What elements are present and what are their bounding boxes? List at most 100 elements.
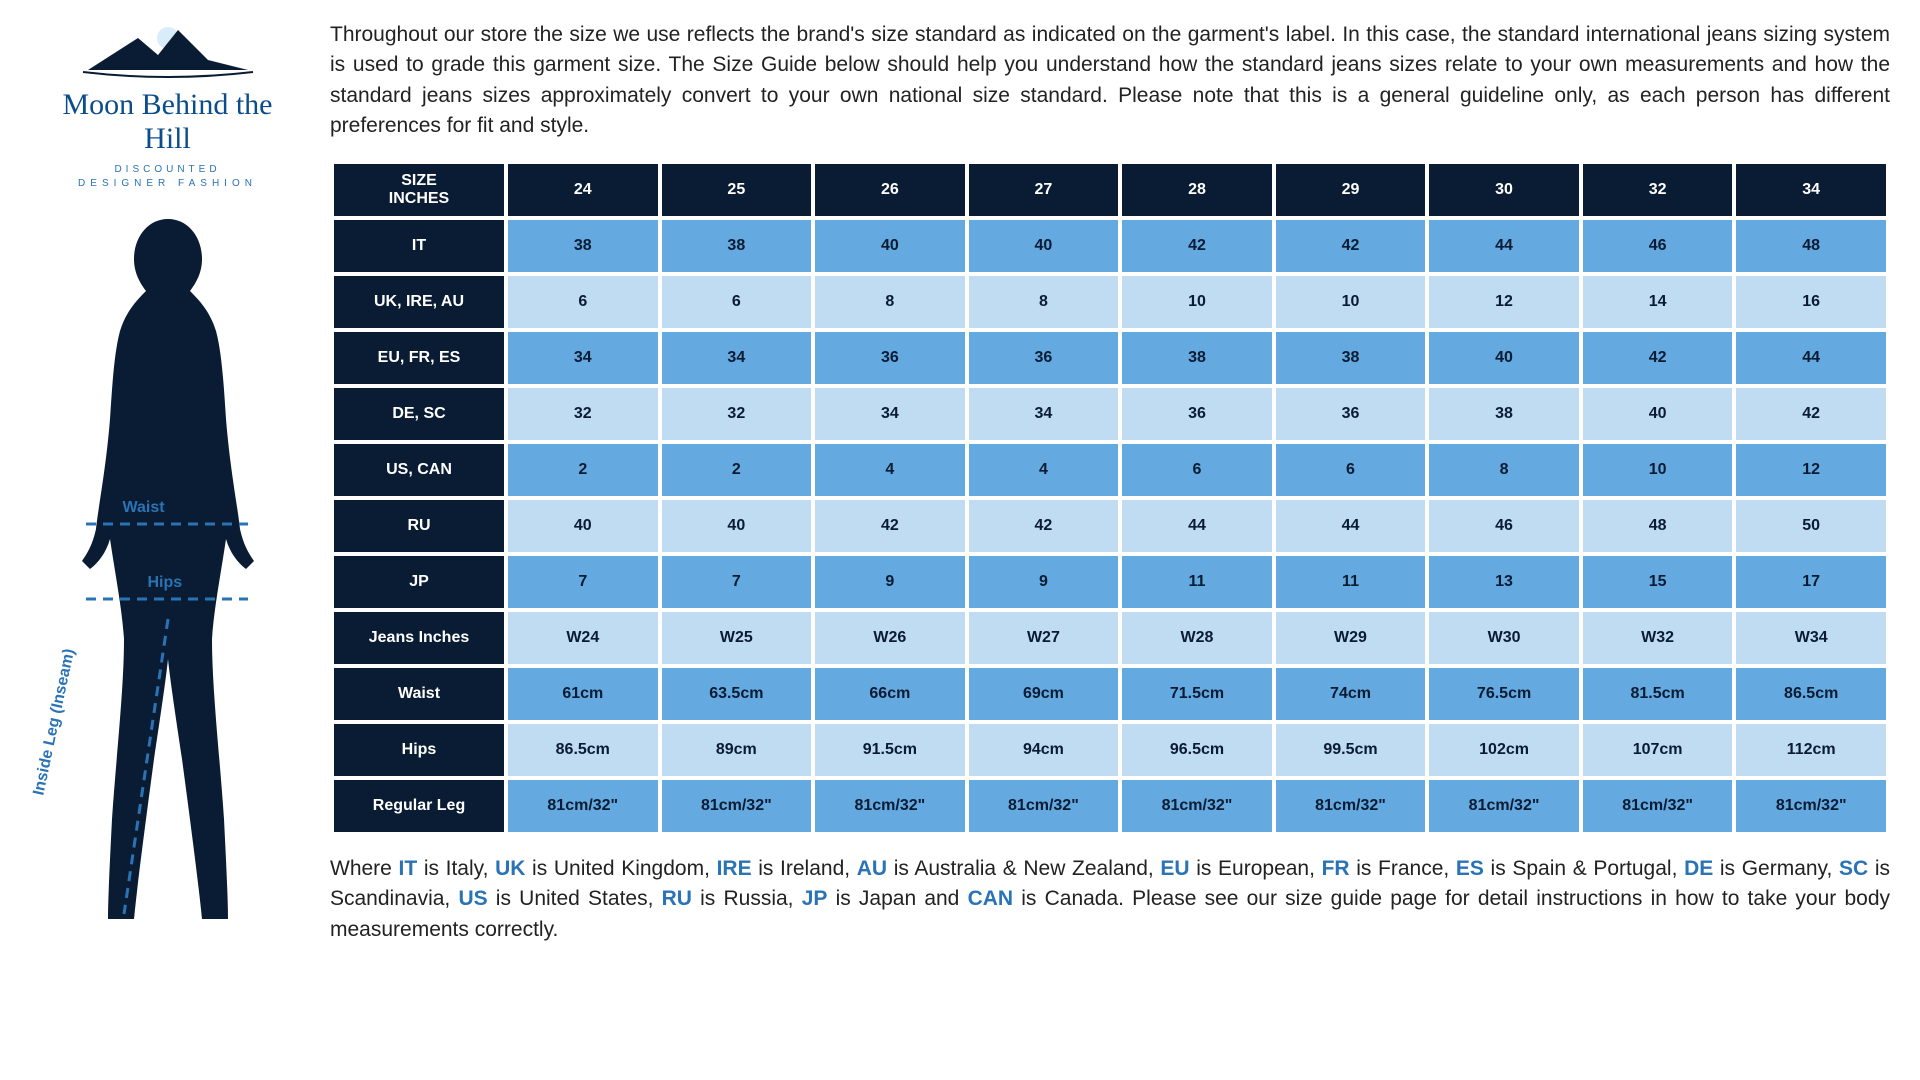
table-cell: 16 <box>1736 276 1886 328</box>
table-cell: 91.5cm <box>815 724 965 776</box>
table-cell: W24 <box>508 612 658 664</box>
table-cell: W27 <box>969 612 1119 664</box>
table-cell: 36 <box>815 332 965 384</box>
table-cell: 40 <box>815 220 965 272</box>
row-header-label: SIZEINCHES <box>334 164 504 216</box>
table-cell: 38 <box>1429 388 1579 440</box>
table-cell: 6 <box>1276 444 1426 496</box>
row-label: IT <box>334 220 504 272</box>
table-cell: 8 <box>815 276 965 328</box>
table-cell: 12 <box>1736 444 1886 496</box>
country-code: EU <box>1160 857 1189 880</box>
table-row: Regular Leg81cm/32"81cm/32"81cm/32"81cm/… <box>334 780 1886 832</box>
table-cell: W32 <box>1583 612 1733 664</box>
table-cell: 94cm <box>969 724 1119 776</box>
table-cell: 81cm/32" <box>1276 780 1426 832</box>
table-cell: 42 <box>1736 388 1886 440</box>
table-cell: 34 <box>508 332 658 384</box>
brand-logo: Moon Behind the Hill DISCOUNTED DESIGNER… <box>38 20 298 189</box>
table-cell: 15 <box>1583 556 1733 608</box>
table-cell: 40 <box>662 500 812 552</box>
table-row: EU, FR, ES343436363838404244 <box>334 332 1886 384</box>
country-code: ES <box>1456 857 1484 880</box>
waist-label: Waist <box>123 499 165 517</box>
body-silhouette: Waist Hips Inside Leg (Inseam) <box>38 219 298 939</box>
table-cell: 69cm <box>969 668 1119 720</box>
table-cell: 32 <box>508 388 658 440</box>
table-row: US, CAN22446681012 <box>334 444 1886 496</box>
table-cell: 81cm/32" <box>662 780 812 832</box>
row-label: Regular Leg <box>334 780 504 832</box>
row-label: JP <box>334 556 504 608</box>
brand-tagline-1: DISCOUNTED <box>38 164 298 175</box>
table-cell: 86.5cm <box>508 724 658 776</box>
table-cell: 63.5cm <box>662 668 812 720</box>
table-cell: 61cm <box>508 668 658 720</box>
table-cell: 40 <box>1429 332 1579 384</box>
row-label: DE, SC <box>334 388 504 440</box>
table-row: IT383840404242444648 <box>334 220 1886 272</box>
size-column-header: 27 <box>969 164 1119 216</box>
table-cell: 81.5cm <box>1583 668 1733 720</box>
table-cell: 6 <box>662 276 812 328</box>
table-cell: W26 <box>815 612 965 664</box>
table-cell: W25 <box>662 612 812 664</box>
table-body: IT383840404242444648UK, IRE, AU668810101… <box>334 220 1886 832</box>
brand-tagline-2: DESIGNER FASHION <box>38 178 298 189</box>
table-cell: 12 <box>1429 276 1579 328</box>
table-cell: 81cm/32" <box>508 780 658 832</box>
table-cell: 36 <box>1276 388 1426 440</box>
size-column-header: 32 <box>1583 164 1733 216</box>
table-cell: 50 <box>1736 500 1886 552</box>
size-column-header: 25 <box>662 164 812 216</box>
country-code: US <box>458 887 487 910</box>
country-code: IT <box>399 857 418 880</box>
table-cell: 71.5cm <box>1122 668 1272 720</box>
table-cell: 7 <box>508 556 658 608</box>
table-cell: 38 <box>1122 332 1272 384</box>
right-column: Throughout our store the size we use ref… <box>330 20 1890 1060</box>
table-cell: 10 <box>1276 276 1426 328</box>
table-cell: 81cm/32" <box>815 780 965 832</box>
table-cell: 46 <box>1429 500 1579 552</box>
table-cell: 81cm/32" <box>1583 780 1733 832</box>
table-cell: 76.5cm <box>1429 668 1579 720</box>
row-label: EU, FR, ES <box>334 332 504 384</box>
brand-name: Moon Behind the Hill <box>38 88 298 156</box>
country-code: CAN <box>968 887 1014 910</box>
table-cell: 42 <box>1583 332 1733 384</box>
table-cell: 13 <box>1429 556 1579 608</box>
table-cell: 9 <box>815 556 965 608</box>
table-cell: 42 <box>1276 220 1426 272</box>
country-code: FR <box>1322 857 1350 880</box>
country-code: JP <box>802 887 828 910</box>
table-cell: 42 <box>969 500 1119 552</box>
table-cell: W28 <box>1122 612 1272 664</box>
country-code: AU <box>857 857 887 880</box>
table-cell: 107cm <box>1583 724 1733 776</box>
table-row: RU404042424444464850 <box>334 500 1886 552</box>
mountain-icon <box>78 20 258 80</box>
table-cell: 81cm/32" <box>969 780 1119 832</box>
row-label: RU <box>334 500 504 552</box>
country-code: DE <box>1684 857 1713 880</box>
table-row: Waist61cm63.5cm66cm69cm71.5cm74cm76.5cm8… <box>334 668 1886 720</box>
country-code: SC <box>1839 857 1868 880</box>
table-cell: 99.5cm <box>1276 724 1426 776</box>
table-cell: 14 <box>1583 276 1733 328</box>
table-cell: 81cm/32" <box>1122 780 1272 832</box>
table-cell: 34 <box>969 388 1119 440</box>
row-label: Waist <box>334 668 504 720</box>
size-column-header: 34 <box>1736 164 1886 216</box>
table-cell: 36 <box>1122 388 1272 440</box>
intro-text: Throughout our store the size we use ref… <box>330 20 1890 142</box>
table-cell: 11 <box>1276 556 1426 608</box>
table-cell: 6 <box>508 276 658 328</box>
table-cell: 96.5cm <box>1122 724 1272 776</box>
footer-legend: Where IT is Italy, UK is United Kingdom,… <box>330 854 1890 945</box>
table-cell: 46 <box>1583 220 1733 272</box>
table-cell: 38 <box>508 220 658 272</box>
table-cell: 6 <box>1122 444 1272 496</box>
country-code: RU <box>662 887 692 910</box>
table-cell: 2 <box>508 444 658 496</box>
